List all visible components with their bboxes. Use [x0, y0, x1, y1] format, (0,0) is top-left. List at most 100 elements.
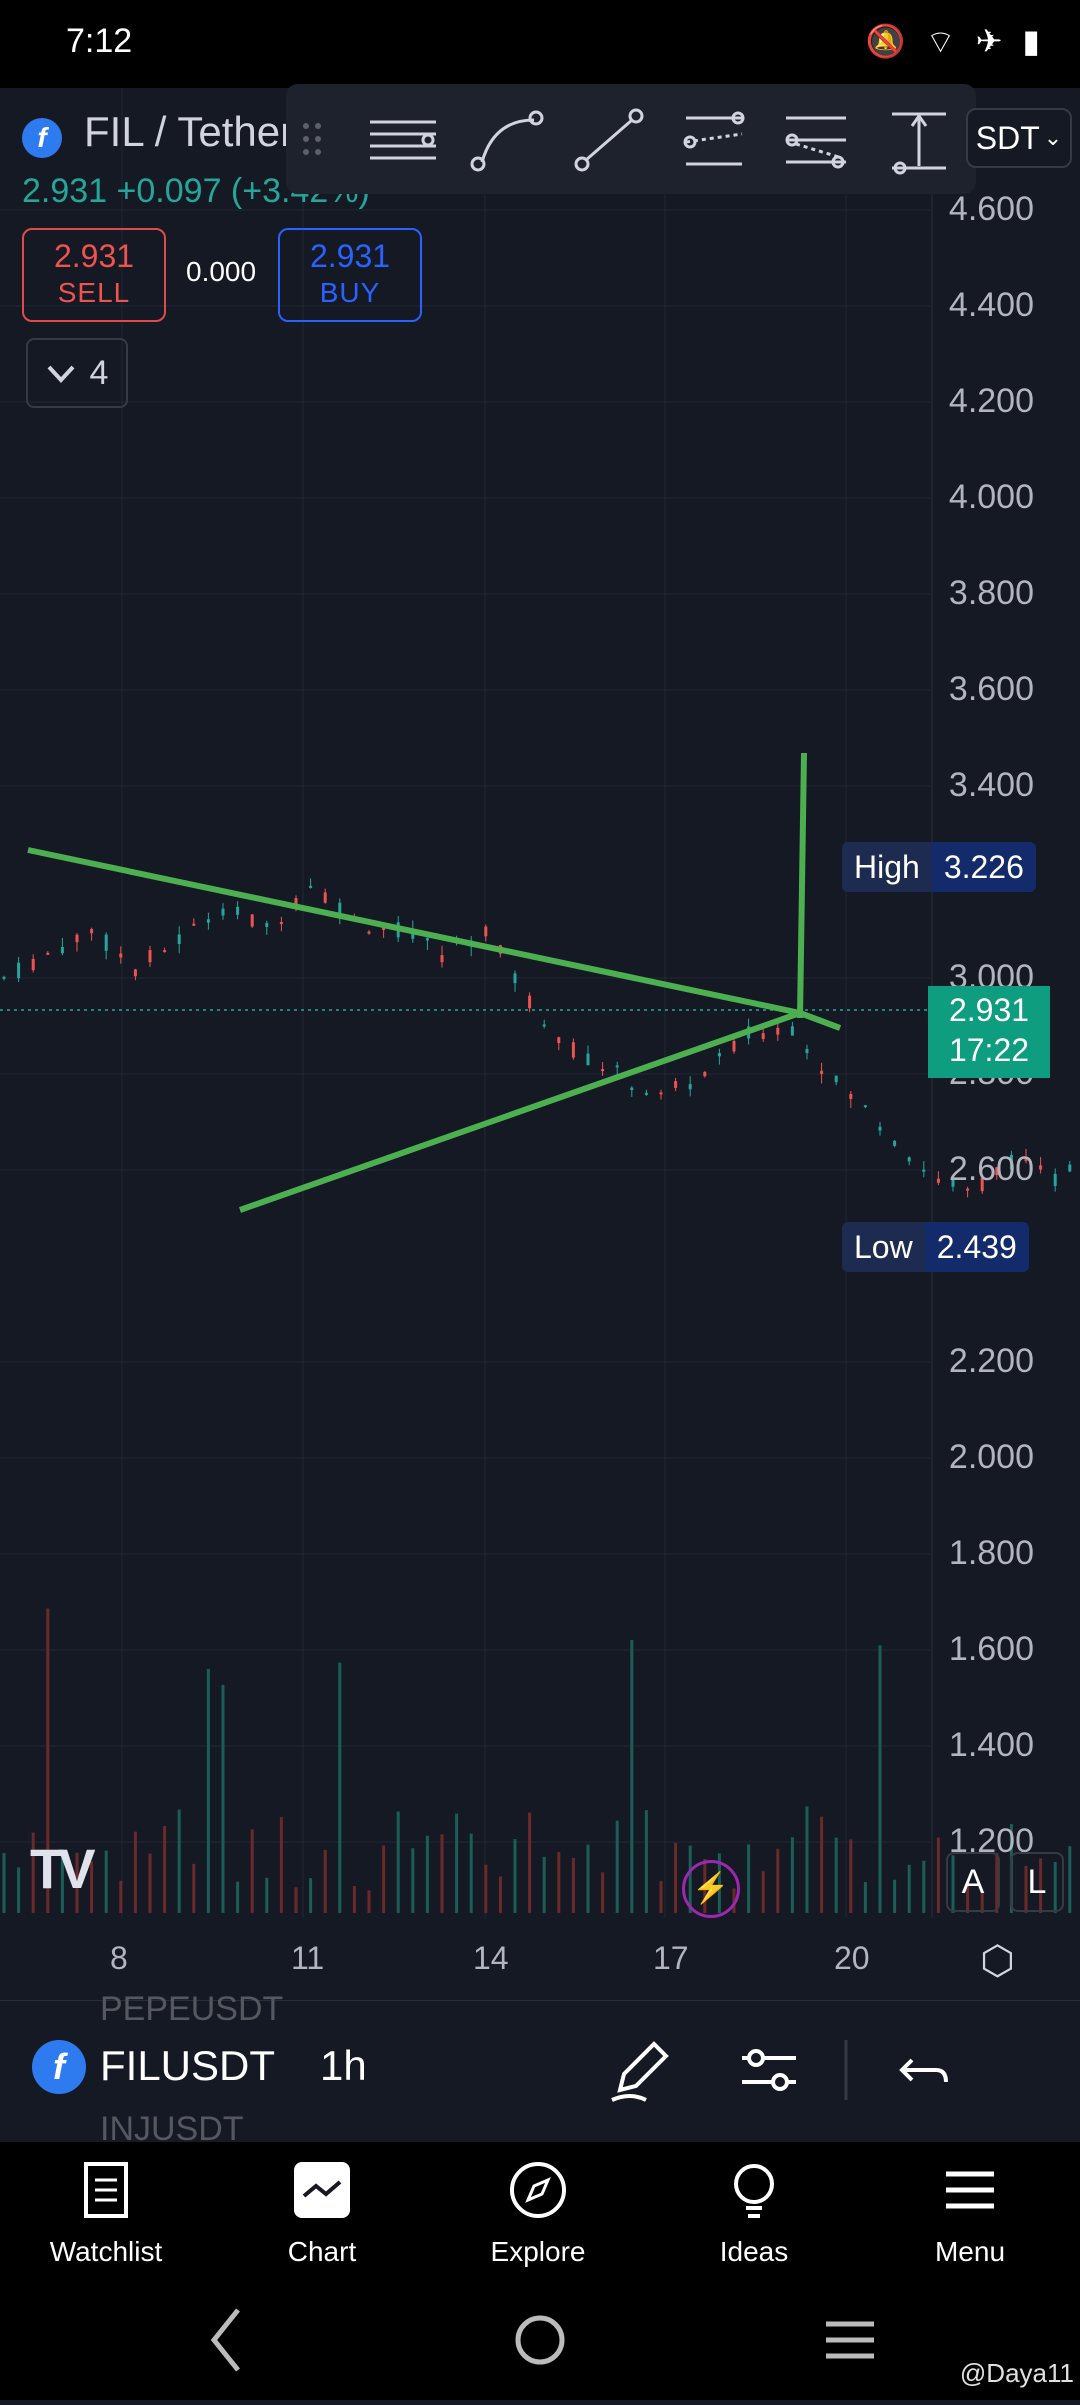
volume-bar: [470, 1834, 473, 1913]
volume-bar: [338, 1663, 341, 1913]
nav-ideas[interactable]: Ideas: [664, 2160, 844, 2268]
candle-body: [324, 892, 327, 902]
nav-chart[interactable]: Chart: [232, 2160, 412, 2268]
volume-bar: [368, 1890, 371, 1913]
volume-bar: [893, 1880, 896, 1913]
drawing-toolbar: [286, 84, 976, 194]
price-chart[interactable]: [0, 88, 1080, 2000]
candle-body: [1039, 1165, 1042, 1169]
chevron-down-icon: ⌄: [1044, 125, 1062, 151]
menu-icon: [880, 2160, 1060, 2230]
volume-bar: [572, 1858, 575, 1913]
price-tick-label: 4.600: [949, 190, 1034, 229]
status-time: 7:12: [66, 22, 132, 61]
nav-watchlist[interactable]: Watchlist: [16, 2160, 196, 2268]
lower-trend-line: [240, 1013, 800, 1210]
candle-body: [32, 959, 35, 970]
interval-selector[interactable]: 1h: [320, 2042, 367, 2090]
recents-icon: [826, 2324, 874, 2356]
nav-label: Chart: [232, 2236, 412, 2268]
auto-scale-button[interactable]: A: [946, 1852, 1000, 1912]
candle-body: [835, 1076, 838, 1083]
log-scale-button[interactable]: L: [1010, 1852, 1064, 1912]
volume-bar: [163, 1826, 166, 1913]
volume-bar: [499, 1876, 502, 1913]
toolbar-actions: [600, 2030, 1060, 2110]
candle-body: [1068, 1165, 1071, 1172]
candle-body: [937, 1179, 940, 1183]
nav-explore[interactable]: Explore: [448, 2160, 628, 2268]
volume-bar: [543, 1857, 546, 1913]
volume-bar: [17, 1867, 20, 1913]
volume-bar: [236, 1882, 239, 1913]
lightning-icon[interactable]: ⚡: [682, 1860, 740, 1918]
volume-bar: [382, 1845, 385, 1913]
breakout-target-line: [800, 753, 804, 1018]
volume-bar: [674, 1843, 677, 1913]
candle-body: [674, 1081, 677, 1088]
volume-bar: [630, 1640, 633, 1913]
candle-body: [601, 1069, 604, 1071]
watermark: @Daya11: [960, 2358, 1074, 2389]
volume-bar: [134, 1832, 137, 1913]
volume-bar: [557, 1852, 560, 1913]
volume-bar: [908, 1865, 911, 1913]
back-icon: [214, 2310, 238, 2370]
chart-settings-icon[interactable]: ⬡: [980, 1938, 1015, 1984]
volume-bar: [835, 1838, 838, 1913]
volume-bars: [3, 1608, 1080, 1913]
volume-bar: [645, 1810, 648, 1913]
low-label: Low: [842, 1222, 925, 1272]
price-tick-label: 2.200: [949, 1342, 1034, 1381]
price-tick-label: 3.800: [949, 574, 1034, 613]
nav-label: Ideas: [664, 2236, 844, 2268]
date-tick-label: 8: [110, 1940, 128, 1977]
buy-label: BUY: [280, 277, 420, 309]
candle-body: [134, 969, 137, 976]
candle-body: [192, 924, 195, 926]
price-tick-label: 4.400: [949, 286, 1034, 325]
symbol-title[interactable]: FIL / Tether: [84, 108, 294, 156]
candle-body: [762, 1033, 765, 1039]
price-tick-label: 3.400: [949, 766, 1034, 805]
candle-body: [236, 907, 239, 915]
volume-bar: [820, 1817, 823, 1913]
indicators-toggle[interactable]: 4: [26, 338, 128, 408]
watchlist-icon: [16, 2160, 196, 2230]
high-label: High: [842, 842, 932, 892]
candle-body: [689, 1084, 692, 1089]
candle-body: [572, 1042, 575, 1057]
candle-body: [3, 977, 6, 979]
curve-tool: [472, 112, 542, 170]
volume-bar: [324, 1850, 327, 1913]
price-range-tool: [892, 114, 946, 173]
sell-button[interactable]: 2.931 SELL: [22, 228, 166, 322]
low-badge: Low 2.439: [842, 1222, 1029, 1272]
volume-bar: [762, 1871, 765, 1913]
candle-body: [514, 973, 517, 983]
currency-selector[interactable]: SDT ⌄: [966, 108, 1072, 168]
candle-body: [149, 950, 152, 962]
volume-bar: [411, 1848, 414, 1913]
symbol-selector[interactable]: FILUSDT: [100, 2042, 275, 2090]
high-value: 3.226: [932, 842, 1036, 892]
candle-body: [820, 1071, 823, 1074]
candle-body: [703, 1072, 706, 1076]
volume-bar: [309, 1878, 312, 1913]
buy-button[interactable]: 2.931 BUY: [278, 228, 422, 322]
parallel-channel-tool: [685, 113, 743, 164]
nav-menu[interactable]: Menu: [880, 2160, 1060, 2268]
candle-body: [484, 927, 487, 937]
candle-body: [806, 1049, 809, 1053]
volume-bar: [192, 1864, 195, 1913]
candle-body: [61, 947, 64, 953]
volume-bar: [1068, 1846, 1071, 1913]
candle-body: [893, 1141, 896, 1146]
volume-bar: [426, 1836, 429, 1913]
upper-trend-line: [28, 850, 800, 1013]
battery-icon: ▮: [1022, 22, 1040, 62]
tradingview-logo-icon: TV: [30, 1836, 90, 1901]
candle-body: [630, 1088, 633, 1090]
volume-bar: [149, 1854, 152, 1913]
volume-bar: [616, 1821, 619, 1913]
